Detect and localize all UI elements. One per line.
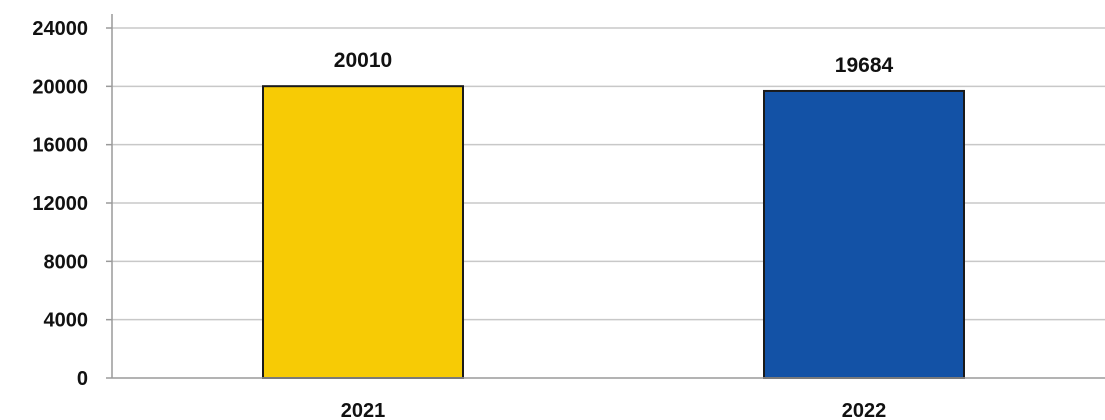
data-label-2021: 20010 <box>334 49 392 72</box>
y-tick-label: 16000 <box>32 135 88 157</box>
x-tick-label-2022: 2022 <box>842 400 887 420</box>
bar-2022 <box>763 89 965 379</box>
y-tick-label: 0 <box>77 368 88 390</box>
y-axis-tick-labels: 0 4000 8000 12000 16000 20000 24000 <box>32 18 112 390</box>
bar-2021 <box>262 85 464 379</box>
data-label-2022: 19684 <box>835 54 894 77</box>
y-tick-label: 12000 <box>32 193 88 215</box>
bars <box>262 85 965 379</box>
y-tick-label: 4000 <box>44 310 89 332</box>
y-tick-label: 24000 <box>32 18 88 40</box>
x-tick-label-2021: 2021 <box>341 400 386 420</box>
y-tick-label: 20000 <box>32 76 88 98</box>
x-axis-tick-labels: 2021 2022 <box>341 400 887 420</box>
y-tick-label: 8000 <box>44 251 89 273</box>
data-labels: 20010 19684 <box>334 49 894 77</box>
